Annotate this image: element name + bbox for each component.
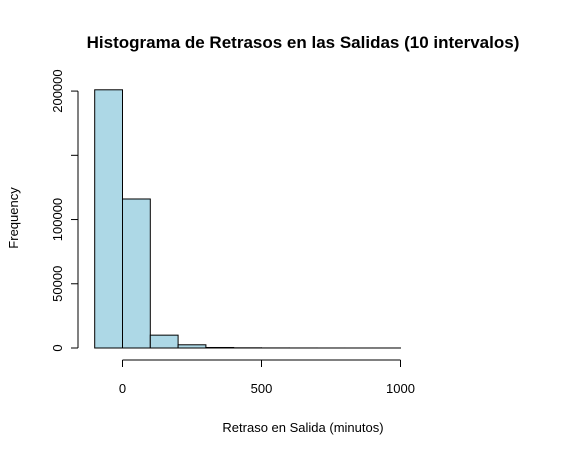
y-tick-label: 200000 [50,69,65,112]
histogram-bar [149,334,179,349]
y-axis: 0 50000 100000 200000 [50,69,79,352]
chart-title: Histograma de Retrasos en las Salidas (1… [87,33,520,52]
y-axis-label: Frequency [6,187,21,249]
histogram-bar [122,198,151,349]
y-tick-label: 100000 [50,198,65,241]
x-tick-label: 1000 [386,381,415,396]
x-tick-label: 0 [119,381,126,396]
x-tick-label: 500 [251,381,273,396]
histogram-bar [94,89,123,349]
bars-group [94,89,402,349]
y-tick-label: 50000 [50,266,65,302]
histogram-bar [177,344,207,349]
y-tick-label: 0 [50,344,65,351]
histogram-bar [205,346,235,349]
x-axis: 0 500 1000 [119,359,415,396]
x-axis-label: Retraso en Salida (minutos) [222,420,383,435]
